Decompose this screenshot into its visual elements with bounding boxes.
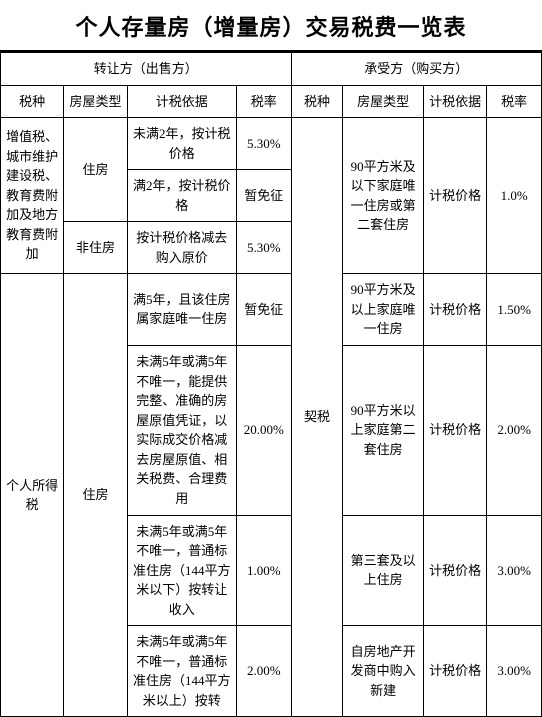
- cell-basis: 未满5年或满5年不唯一，能提供完整、准确的房屋原值凭证，以实际成交价格减去房屋原…: [127, 345, 236, 515]
- cell-rate: 1.00%: [236, 515, 291, 626]
- cell-type: 住房: [64, 274, 127, 717]
- cell-rrate: 1.50%: [487, 274, 542, 346]
- cell-rtype: 90平方米及以下家庭唯一住房或第二套住房: [343, 118, 424, 274]
- col-basis: 计税依据: [127, 85, 236, 118]
- table-row: 个人所得税 住房 满5年，且该住房属家庭唯一住房 暂免征 90平方米及以上家庭唯…: [1, 274, 542, 346]
- section-header-row: 转让方（出售方） 承受方（购买方）: [1, 53, 542, 86]
- cell-rate: 2.00%: [236, 626, 291, 717]
- cell-rrate: 3.00%: [487, 626, 542, 717]
- tax-table: 转让方（出售方） 承受方（购买方） 税种 房屋类型 计税依据 税率 税种 房屋类…: [0, 52, 542, 717]
- left-section-header: 转让方（出售方）: [1, 53, 292, 86]
- cell-rrate: 2.00%: [487, 345, 542, 515]
- column-header-row: 税种 房屋类型 计税依据 税率 税种 房屋类型 计税依据 税率: [1, 85, 542, 118]
- cell-rate: 20.00%: [236, 345, 291, 515]
- cell-rate: 暂免征: [236, 170, 291, 222]
- col-tax: 税种: [1, 85, 64, 118]
- cell-basis: 满5年，且该住房属家庭唯一住房: [127, 274, 236, 346]
- cell-basis: 未满5年或满5年不唯一，普通标准住房（144平方米以上）按转: [127, 626, 236, 717]
- cell-rbasis: 计税价格: [423, 626, 486, 717]
- cell-basis: 满2年，按计税价格: [127, 170, 236, 222]
- cell-basis: 未满2年，按计税价格: [127, 118, 236, 170]
- cell-rbasis: 计税价格: [423, 118, 486, 274]
- cell-rtype: 90平方米以上家庭第二套住房: [343, 345, 424, 515]
- cell-basis: 未满5年或满5年不唯一，普通标准住房（144平方米以下）按转让收入: [127, 515, 236, 626]
- cell-rbasis: 计税价格: [423, 515, 486, 626]
- cell-type: 非住房: [64, 222, 127, 274]
- cell-tax: 个人所得税: [1, 274, 64, 717]
- cell-rbasis: 计税价格: [423, 274, 486, 346]
- cell-rrate: 1.0%: [487, 118, 542, 274]
- cell-type: 住房: [64, 118, 127, 222]
- cell-basis: 按计税价格减去购入原价: [127, 222, 236, 274]
- col-rate: 税率: [236, 85, 291, 118]
- cell-rtype: 90平方米及以上家庭唯一住房: [343, 274, 424, 346]
- cell-rtype: 自房地产开发商中购入新建: [343, 626, 424, 717]
- cell-rtax: 契税: [291, 118, 343, 717]
- col-rrate: 税率: [487, 85, 542, 118]
- cell-rate: 5.30%: [236, 222, 291, 274]
- cell-rtype: 第三套及以上住房: [343, 515, 424, 626]
- cell-rate: 5.30%: [236, 118, 291, 170]
- right-section-header: 承受方（购买方）: [291, 53, 541, 86]
- page-title: 个人存量房（增量房）交易税费一览表: [0, 0, 542, 52]
- cell-rate: 暂免征: [236, 274, 291, 346]
- col-rtax: 税种: [291, 85, 343, 118]
- col-rtype: 房屋类型: [343, 85, 424, 118]
- cell-rbasis: 计税价格: [423, 345, 486, 515]
- cell-tax: 增值税、城市维护建设税、教育费附加及地方教育费附加: [1, 118, 64, 274]
- col-rbasis: 计税依据: [423, 85, 486, 118]
- table-row: 增值税、城市维护建设税、教育费附加及地方教育费附加 住房 未满2年，按计税价格 …: [1, 118, 542, 170]
- cell-rrate: 3.00%: [487, 515, 542, 626]
- col-type: 房屋类型: [64, 85, 127, 118]
